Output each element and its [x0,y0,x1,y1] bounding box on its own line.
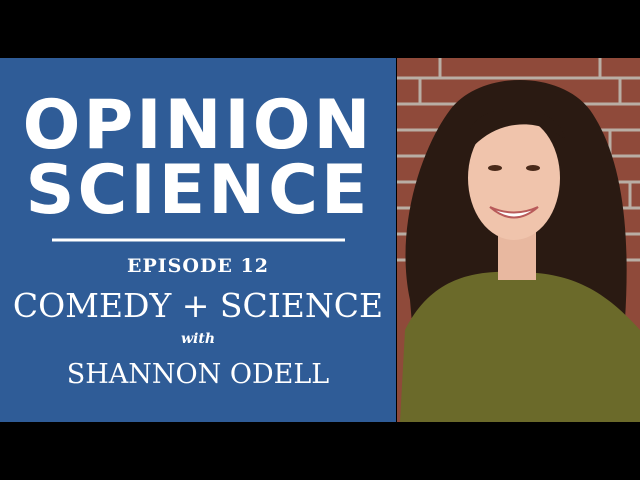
eye [488,165,502,171]
photo [397,58,640,422]
shirt [400,271,640,422]
eye [526,165,540,171]
title-line2: SCIENCE [26,151,371,230]
guest: SHANNON ODELL [67,359,330,390]
title-line1: OPINION [23,86,374,165]
episode: EPISODE 12 [127,255,269,277]
hair-top [470,108,565,150]
topic: COMEDY + SCIENCE [13,286,383,325]
with: with [181,331,215,347]
smile [489,206,539,219]
